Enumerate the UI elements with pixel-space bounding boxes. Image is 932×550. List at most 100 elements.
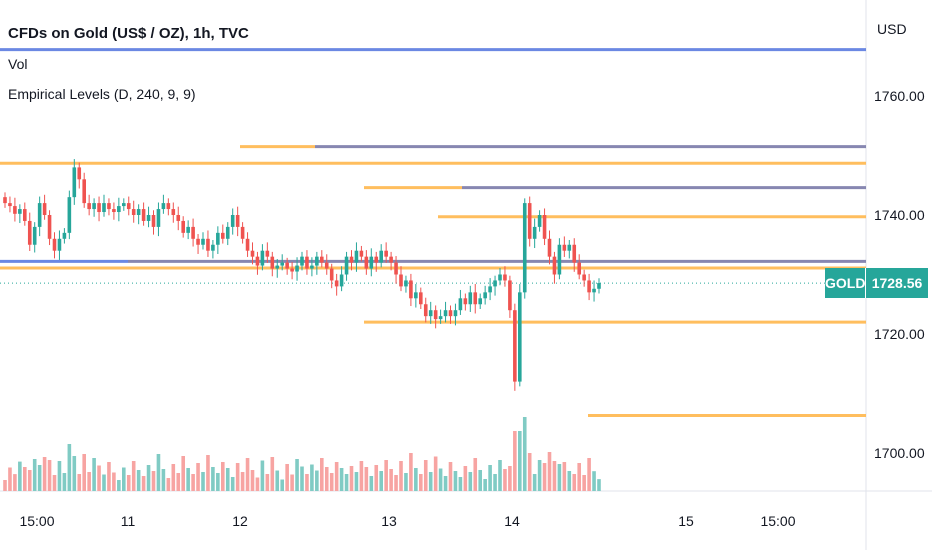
volume-bar — [428, 472, 433, 491]
candle-body — [354, 250, 359, 263]
volume-bar — [414, 468, 418, 491]
candle-body — [52, 238, 57, 251]
volume-bar — [52, 475, 57, 491]
candle-body — [577, 262, 581, 275]
candle-body — [537, 215, 542, 227]
candle-body — [3, 197, 7, 204]
candle-body — [295, 265, 299, 272]
candle-body — [8, 203, 12, 207]
candle-body — [483, 292, 487, 299]
candle-body — [592, 288, 596, 293]
time-tick-label: 14 — [504, 513, 520, 529]
candle-body — [23, 209, 27, 221]
volume-bar — [240, 472, 245, 491]
candle-body — [488, 286, 492, 293]
empirical-levels-indicator-label[interactable]: Empirical Levels (D, 240, 9, 9) — [8, 86, 196, 102]
candle-body — [379, 250, 383, 263]
candle-body — [463, 298, 468, 305]
volume-bar — [136, 470, 141, 491]
volume-bar — [577, 463, 581, 491]
candle-body — [399, 274, 403, 287]
candle-body — [151, 215, 156, 227]
candle-body — [547, 238, 552, 257]
candle-body — [587, 280, 591, 293]
volume-bar — [107, 462, 111, 491]
candle-body — [136, 209, 141, 215]
volume-bar — [394, 475, 398, 491]
candle-body — [221, 232, 225, 239]
candle-body — [478, 298, 482, 305]
candle-body — [562, 244, 567, 251]
candle-body — [280, 262, 284, 266]
volume-bar — [478, 470, 482, 491]
candle-body — [320, 256, 324, 263]
volume-bar — [270, 457, 275, 491]
symbol-title[interactable]: CFDs on Gold (US$ / OZ), 1h, TVC — [8, 25, 249, 42]
volume-bar — [384, 460, 388, 491]
candle-body — [344, 256, 349, 275]
candle-body — [206, 238, 210, 251]
volume-bar — [18, 461, 22, 491]
volume-bar — [77, 474, 82, 491]
volume-bar — [389, 469, 393, 491]
candle-body — [438, 316, 443, 320]
current-symbol-tag: GOLD — [825, 268, 866, 298]
volume-bar — [329, 473, 334, 491]
price-tick-label: 1720.00 — [874, 326, 925, 342]
time-tick-label: 13 — [381, 513, 397, 529]
volume-bar — [433, 456, 438, 491]
chart-legend: CFDs on Gold (US$ / OZ), 1h, TVC Vol Emp… — [8, 24, 249, 114]
volume-indicator-label[interactable]: Vol — [8, 56, 28, 72]
candle-body — [186, 226, 190, 233]
volume-bar — [92, 458, 96, 491]
candle-body — [27, 220, 32, 245]
candle-body — [518, 292, 522, 382]
candle-body — [141, 209, 146, 221]
volume-bar — [216, 473, 220, 491]
candle-body — [349, 256, 354, 263]
volume-bar — [141, 476, 146, 491]
volume-bar — [547, 452, 552, 491]
candle-body — [97, 203, 101, 213]
volume-bar — [320, 458, 324, 491]
volume-bar — [102, 474, 106, 491]
volume-bar — [443, 476, 448, 491]
volume-bar — [498, 460, 502, 491]
volume-bar — [473, 458, 478, 491]
volume-bar — [315, 470, 319, 491]
volume-bar — [567, 471, 572, 491]
volume-bar — [344, 474, 349, 491]
volume-bar — [453, 471, 458, 491]
candle-body — [57, 238, 62, 251]
candle-body — [443, 310, 448, 317]
candle-body — [196, 238, 200, 245]
volume-bar — [191, 474, 195, 491]
candle-body — [508, 280, 512, 311]
volume-bar — [438, 468, 443, 491]
time-tick-label: 15:00 — [19, 513, 54, 529]
candle-body — [240, 226, 245, 239]
candle-body — [315, 256, 319, 266]
volume-bar — [483, 479, 487, 491]
volume-bar — [196, 463, 200, 491]
time-tick-label: 15 — [678, 513, 694, 529]
volume-bar — [463, 466, 468, 491]
volume-bar — [364, 467, 369, 491]
volume-bar — [423, 460, 428, 491]
candle-body — [146, 215, 151, 221]
candle-body — [270, 256, 275, 269]
volume-bar — [181, 456, 185, 491]
candle-body — [191, 226, 195, 239]
candle-body — [250, 250, 255, 257]
candle-body — [181, 220, 185, 233]
volume-bar — [151, 471, 156, 491]
volume-bar — [587, 458, 591, 491]
candle-body — [117, 206, 121, 213]
volume-bar — [339, 468, 344, 491]
volume-bar — [349, 466, 354, 491]
volume-bar — [97, 465, 101, 491]
volume-bar — [532, 474, 537, 491]
volume-bar — [562, 462, 567, 491]
volume-bar — [186, 468, 190, 491]
